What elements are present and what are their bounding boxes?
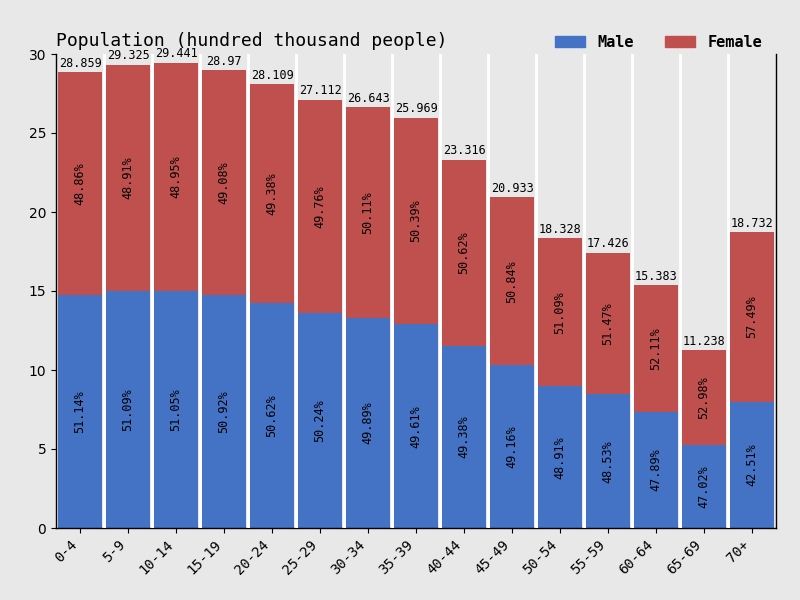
Text: 48.91%: 48.91% <box>122 157 134 199</box>
Text: 11.238: 11.238 <box>682 335 726 348</box>
Bar <box>250 303 294 528</box>
Text: 50.24%: 50.24% <box>314 399 326 442</box>
Bar <box>730 232 774 402</box>
Text: 29.441: 29.441 <box>154 47 198 61</box>
Bar <box>682 445 726 528</box>
Text: Population (hundred thousand people): Population (hundred thousand people) <box>56 32 447 50</box>
Bar <box>634 412 678 528</box>
Text: 52.11%: 52.11% <box>650 327 662 370</box>
Text: 48.95%: 48.95% <box>170 155 182 198</box>
Text: 48.53%: 48.53% <box>602 440 614 482</box>
Text: 20.933: 20.933 <box>490 182 534 195</box>
Bar <box>298 100 342 313</box>
Text: 26.643: 26.643 <box>346 92 390 104</box>
Bar <box>490 197 534 365</box>
Text: 52.98%: 52.98% <box>698 376 710 419</box>
Text: 50.62%: 50.62% <box>266 394 278 437</box>
Text: 50.62%: 50.62% <box>458 232 470 274</box>
Text: 51.09%: 51.09% <box>122 388 134 431</box>
Text: 50.92%: 50.92% <box>218 390 230 433</box>
Text: 50.11%: 50.11% <box>362 191 374 234</box>
Bar <box>202 295 246 528</box>
Bar <box>154 63 198 290</box>
Bar <box>202 70 246 295</box>
Text: 51.47%: 51.47% <box>602 302 614 345</box>
Legend: Male, Female: Male, Female <box>549 28 768 56</box>
Bar <box>346 318 390 528</box>
Bar <box>730 402 774 528</box>
Text: 47.02%: 47.02% <box>698 465 710 508</box>
Text: 49.38%: 49.38% <box>266 172 278 215</box>
Bar <box>538 386 582 528</box>
Text: 18.328: 18.328 <box>538 223 582 236</box>
Bar <box>634 285 678 412</box>
Bar <box>490 365 534 528</box>
Text: 50.84%: 50.84% <box>506 260 518 303</box>
Text: 27.112: 27.112 <box>298 84 342 97</box>
Text: 28.859: 28.859 <box>58 56 102 70</box>
Bar <box>586 394 630 528</box>
Bar <box>106 65 150 291</box>
Text: 15.383: 15.383 <box>634 269 678 283</box>
Text: 57.49%: 57.49% <box>746 296 758 338</box>
Bar <box>682 350 726 445</box>
Text: 50.39%: 50.39% <box>410 200 422 242</box>
Bar <box>442 346 486 528</box>
Bar <box>58 72 102 295</box>
Bar <box>538 238 582 386</box>
Bar <box>394 325 438 528</box>
Text: 29.325: 29.325 <box>106 49 150 62</box>
Bar <box>346 107 390 318</box>
Text: 49.89%: 49.89% <box>362 401 374 445</box>
Bar <box>586 253 630 394</box>
Text: 48.91%: 48.91% <box>554 436 566 479</box>
Bar <box>442 160 486 346</box>
Bar <box>298 313 342 528</box>
Text: 48.86%: 48.86% <box>74 162 86 205</box>
Text: 18.732: 18.732 <box>730 217 774 230</box>
Text: 49.08%: 49.08% <box>218 161 230 204</box>
Text: 47.89%: 47.89% <box>650 448 662 491</box>
Bar <box>250 84 294 303</box>
Text: 42.51%: 42.51% <box>746 444 758 487</box>
Text: 51.05%: 51.05% <box>170 388 182 431</box>
Text: 28.109: 28.109 <box>250 68 294 82</box>
Bar <box>394 118 438 325</box>
Text: 49.76%: 49.76% <box>314 185 326 227</box>
Text: 49.61%: 49.61% <box>410 405 422 448</box>
Text: 28.97: 28.97 <box>206 55 242 68</box>
Bar <box>106 291 150 528</box>
Text: 25.969: 25.969 <box>394 103 438 115</box>
Text: 51.14%: 51.14% <box>74 390 86 433</box>
Text: 23.316: 23.316 <box>442 144 486 157</box>
Text: 17.426: 17.426 <box>586 237 630 250</box>
Text: 49.16%: 49.16% <box>506 425 518 468</box>
Bar <box>154 290 198 528</box>
Bar <box>58 295 102 528</box>
Text: 51.09%: 51.09% <box>554 291 566 334</box>
Text: 49.38%: 49.38% <box>458 416 470 458</box>
